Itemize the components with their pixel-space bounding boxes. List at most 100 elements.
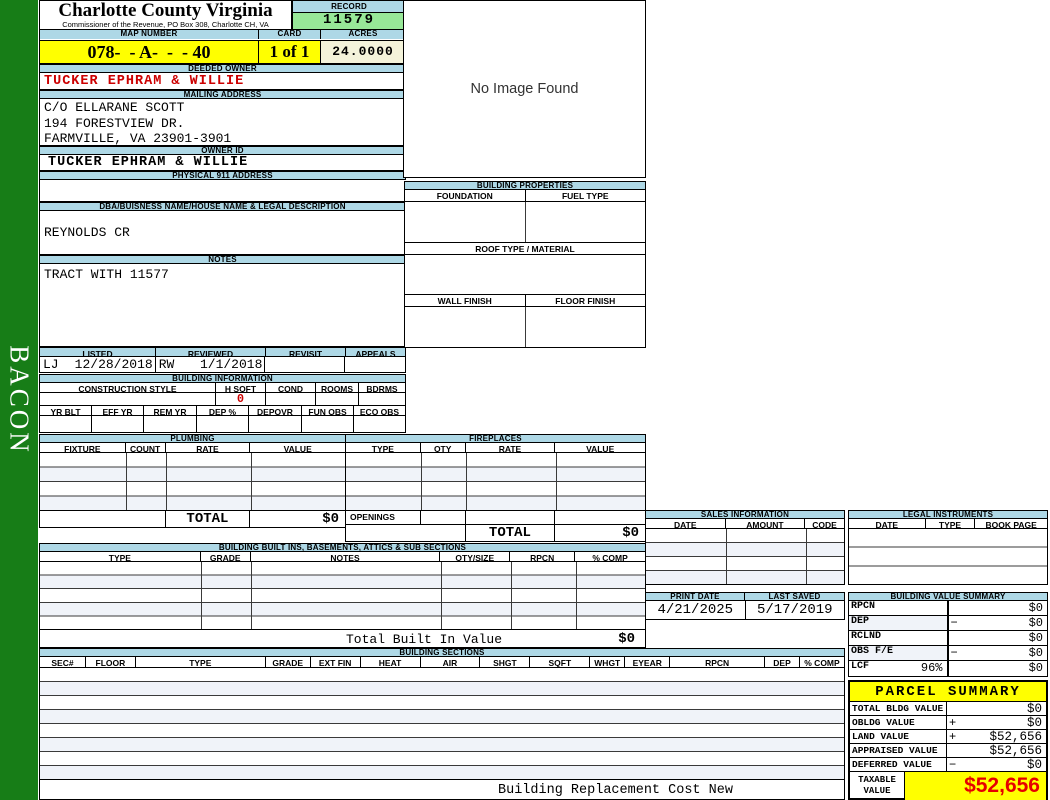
funobs-header: FUN OBS [302, 406, 354, 415]
wall-floor-headers: WALL FINISH FLOOR FINISH [404, 295, 646, 307]
column-divider-line [201, 562, 202, 629]
effyr-header: EFF YR [92, 406, 144, 415]
physical-911-address-header: PHYSICAL 911 ADDRESS [39, 171, 406, 180]
ps-op: − [949, 758, 957, 772]
commissioner-address: Commissioner of the Revenue, PO Box 308,… [62, 20, 269, 29]
acres-value: 24.0000 [321, 41, 406, 63]
mailing-address-line: C/O ELLARANE SCOTT [44, 100, 185, 115]
map-card-acres-values: 078- - A- - - 40 1 of 1 24.0000 [39, 40, 406, 64]
record-block: RECORD 11579 [292, 0, 406, 30]
building-sections-empty-rows [39, 668, 845, 780]
notes-text: TRACT WITH 11577 [44, 267, 169, 282]
sales-date-header: DATE [646, 519, 726, 528]
ps-row-land: LAND VALUE + $52,656 [850, 730, 1046, 744]
column-divider-line [251, 453, 252, 510]
reviewed-header: REVIEWED [156, 348, 266, 356]
plumbing-header: PLUMBING [39, 434, 346, 443]
fixture-header: FIXTURE [40, 443, 126, 452]
bvs-row-rclnd: RCLND $0 [848, 631, 1048, 646]
fireplaces-header: FIREPLACES [345, 434, 646, 443]
print-saved-headers: PRINT DATE LAST SAVED [645, 592, 845, 601]
openings-label: OPENINGS [346, 511, 421, 524]
bvs-label: OBS F/E [851, 646, 894, 657]
mailing-address-value: C/O ELLARANE SCOTT 194 FORESTVIEW DR. FA… [39, 99, 406, 146]
bi-rpcn-header: RPCN [510, 552, 576, 561]
parcel-summary-header: PARCEL SUMMARY [850, 682, 1046, 702]
ps-label: TOTAL BLDG VALUE [850, 702, 947, 715]
hsqft-value: 0 [216, 393, 266, 405]
hsqft-header: H SQFT [216, 383, 266, 392]
physical-911-address-value [39, 180, 406, 202]
listed-date: 12/28/2018 [68, 357, 156, 372]
last-saved-value: 5/17/2019 [746, 601, 845, 619]
dba-legal-description-value: REYNOLDS CR [39, 211, 406, 255]
building-value-summary-panel: BUILDING VALUE SUMMARY RPCN $0 DEP − $0 R… [848, 592, 1048, 677]
built-ins-header: BUILDING BUILT INS, BASEMENTS, ATTICS & … [39, 543, 646, 552]
built-ins-column-headers: TYPE GRADE NOTES QTY/SIZE RPCN % COMP [39, 552, 647, 562]
bs-type-header: TYPE [136, 657, 266, 667]
plumbing-panel: PLUMBING FIXTURE COUNT RATE VALUE TOTAL … [39, 434, 346, 528]
appeals-value [345, 357, 406, 372]
bs-sqft-header: SQFT [530, 657, 591, 667]
sales-amount-header: AMOUNT [726, 519, 806, 528]
owner-id-header: OWNER ID [39, 146, 406, 155]
dep-pct-header: DEP % [197, 406, 249, 415]
mailing-address-header: MAILING ADDRESS [39, 90, 406, 99]
fireplaces-panel: FIREPLACES TYPE QTY RATE VALUE OPENINGS … [345, 434, 647, 542]
fp-rate-header: RATE [466, 443, 556, 452]
building-replacement-cost-label: Building Replacement Cost New [498, 783, 733, 798]
bvs-value: $0 [1028, 616, 1043, 630]
bs-comp-header: % COMP [800, 657, 845, 667]
plumbing-column-headers: FIXTURE COUNT RATE VALUE [39, 443, 346, 453]
depovr-header: DEPOVR [249, 406, 302, 415]
building-properties-panel: BUILDING PROPERTIES FOUNDATION FUEL TYPE… [404, 181, 646, 348]
plumbing-total-value: $0 [250, 511, 346, 527]
built-ins-total-row: Total Built In Value $0 [39, 630, 646, 648]
ps-op [947, 744, 949, 757]
map-number-value: 078- - A- - - 40 [40, 41, 259, 63]
dep-pct-value [197, 416, 249, 432]
fireplaces-openings-row: OPENINGS [345, 511, 646, 525]
column-divider-line [556, 453, 557, 510]
building-sections-column-headers: SEC# FLOOR TYPE GRADE EXT FIN HEAT AIR S… [39, 657, 845, 668]
ps-row-total-bldg: TOTAL BLDG VALUE $0 [850, 702, 1046, 716]
openings-rate [466, 511, 556, 524]
fireplaces-total-row: TOTAL $0 [345, 525, 646, 542]
column-divider-line [525, 202, 526, 242]
appeals-header: APPEALS [346, 348, 406, 356]
building-information-panel: BUILDING INFORMATION CONSTRUCTION STYLE … [39, 374, 406, 433]
review-panel: LISTED REVIEWED REVISIT APPEALS LJ 12/28… [39, 347, 406, 373]
ps-row-obldg: OBLDG VALUE + $0 [850, 716, 1046, 730]
wall-finish-header: WALL FINISH [405, 295, 526, 306]
fireplaces-total-label: TOTAL [466, 525, 556, 541]
sales-column-headers: DATE AMOUNT CODE [645, 519, 845, 529]
plumbing-total-spacer [40, 511, 166, 527]
ecoobs-value [354, 416, 406, 432]
bvs-op [949, 631, 951, 645]
column-divider-line [576, 562, 577, 629]
reviewed-by: RW [158, 357, 175, 372]
last-saved-header: LAST SAVED [745, 592, 845, 601]
bs-grade-header: GRADE [266, 657, 311, 667]
bvs-label: RCLND [851, 631, 882, 642]
mailing-address-line: 194 FORESTVIEW DR. [44, 115, 185, 131]
built-ins-panel: BUILDING BUILT INS, BASEMENTS, ATTICS & … [39, 543, 647, 648]
cond-value [266, 393, 316, 405]
bvs-pct: 96% [920, 661, 943, 675]
ps-label: LAND VALUE [850, 730, 947, 743]
construction-style-value [40, 393, 216, 405]
column-divider-line [525, 307, 526, 347]
legal-column-headers: DATE TYPE BOOK PAGE [848, 519, 1048, 529]
building-sections-header: BUILDING SECTIONS [39, 648, 845, 657]
fireplaces-empty-rows [345, 453, 646, 511]
bs-rpcn-header: RPCN [670, 657, 766, 667]
map-number-label: MAP NUMBER [40, 30, 259, 39]
built-ins-empty-rows [39, 562, 646, 630]
cond-header: COND [266, 383, 316, 392]
listed-by: LJ [43, 357, 59, 372]
bs-whgt-header: WHGT [590, 657, 626, 667]
ps-row-appraised: APPRAISED VALUE $52,656 [850, 744, 1046, 758]
rate-header: RATE [166, 443, 251, 452]
built-ins-total-value: $0 [618, 631, 635, 647]
bi-grade-header: GRADE [201, 552, 251, 561]
